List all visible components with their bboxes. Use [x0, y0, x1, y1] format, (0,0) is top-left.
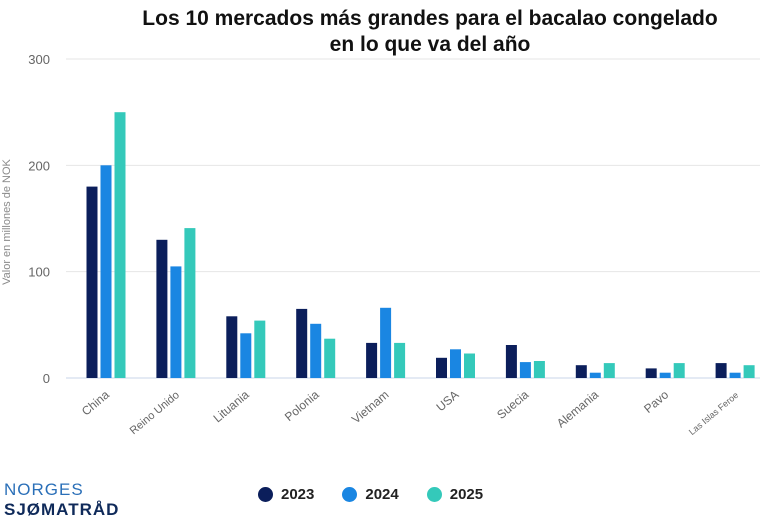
- bar-2024-polonia[interactable]: [310, 323, 322, 378]
- bar-2023-las-islas-feroe[interactable]: [715, 363, 727, 378]
- y-tick-label: 0: [43, 371, 50, 386]
- x-tick-label: Lituania: [211, 387, 252, 425]
- y-axis-ticks: 0 100 200 300: [28, 52, 50, 386]
- legend-marker-2025: [426, 487, 442, 502]
- bar-2024-las-islas-feroe[interactable]: [729, 372, 741, 378]
- legend-marker-2024: [342, 487, 358, 502]
- bar-2025-alemania[interactable]: [603, 363, 615, 378]
- logo-line2: SJØMATRÅD: [4, 500, 120, 519]
- bar-2023-suecia[interactable]: [505, 345, 517, 378]
- bar-2025-polonia[interactable]: [324, 338, 336, 378]
- legend-item-2025[interactable]: 2025: [426, 486, 484, 503]
- bar-2024-lituania[interactable]: [240, 333, 252, 378]
- legend-label-2025: 2025: [449, 486, 484, 503]
- y-axis-label: Valor en millones de NOK: [1, 158, 13, 284]
- bar-2025-usa[interactable]: [464, 353, 475, 379]
- bar-2025-suecia[interactable]: [533, 361, 545, 378]
- bar-2023-pavo[interactable]: [645, 368, 657, 378]
- bar-2023-reino-unido[interactable]: [156, 239, 168, 378]
- legend-item-2023[interactable]: 2023: [258, 486, 314, 503]
- bar-2024-alemania[interactable]: [589, 372, 601, 378]
- bar-2024-reino-unido[interactable]: [170, 266, 182, 378]
- chart-title-line1: Los 10 mercados más grandes para el baca…: [142, 7, 718, 30]
- bar-chart: Valor en millones de NOK 0 100 200 300 Chin…: [1, 52, 760, 437]
- gridlines: [66, 58, 760, 379]
- y-tick-label: 200: [28, 158, 50, 173]
- chart-title: Los 10 mercados más grandes para el baca…: [60, 6, 762, 58]
- bar-2025-china[interactable]: [114, 112, 126, 378]
- x-tick-label: Reino Unido: [128, 389, 182, 437]
- legend-marker-2023: [258, 487, 273, 502]
- x-tick-label: USA: [434, 388, 462, 415]
- chart-title-line2: en lo que va del año: [329, 33, 531, 56]
- x-tick-label: Vietnam: [349, 388, 392, 427]
- bar-2024-vietnam[interactable]: [380, 307, 392, 378]
- y-tick-label: 100: [28, 265, 50, 280]
- bar-2024-china[interactable]: [100, 165, 112, 378]
- x-tick-label: Alemania: [554, 387, 602, 430]
- bar-2023-lituania[interactable]: [226, 316, 238, 378]
- legend: 2023 2024 2025: [258, 486, 483, 503]
- x-tick-label: Suecia: [494, 387, 531, 422]
- bar-2025-pavo[interactable]: [673, 363, 685, 378]
- legend-label-2023: 2023: [281, 486, 315, 503]
- legend-label-2024: 2024: [365, 486, 399, 503]
- bar-2023-usa[interactable]: [436, 357, 447, 378]
- bar-2024-pavo[interactable]: [659, 372, 671, 378]
- logo-line1: NORGES: [4, 480, 84, 499]
- x-tick-label: Pavo: [641, 387, 671, 416]
- x-tick-label: Polonia: [282, 387, 322, 424]
- bar-2025-las-islas-feroe[interactable]: [743, 365, 755, 378]
- bar-2023-vietnam[interactable]: [366, 342, 378, 378]
- y-tick-label: 300: [28, 52, 50, 67]
- x-tick-label: China: [79, 387, 112, 418]
- bar-2024-usa[interactable]: [450, 349, 461, 378]
- norges-sjomatrad-logo: NORGES SJØMATRÅD: [4, 480, 119, 520]
- x-tick-label: Las Islas Feroe: [687, 390, 741, 437]
- bar-2025-vietnam[interactable]: [394, 342, 406, 378]
- bar-2025-reino-unido[interactable]: [184, 228, 196, 378]
- bar-2025-lituania[interactable]: [254, 320, 266, 378]
- x-axis-ticks: China Reino Unido Lituania Polonia Vietnam US…: [79, 387, 740, 437]
- bars: [86, 112, 755, 379]
- bar-2023-polonia[interactable]: [296, 308, 308, 378]
- bar-2023-alemania[interactable]: [575, 365, 587, 378]
- legend-item-2024[interactable]: 2024: [342, 486, 399, 503]
- bar-2023-china[interactable]: [86, 186, 98, 378]
- bar-2024-suecia[interactable]: [519, 362, 531, 378]
